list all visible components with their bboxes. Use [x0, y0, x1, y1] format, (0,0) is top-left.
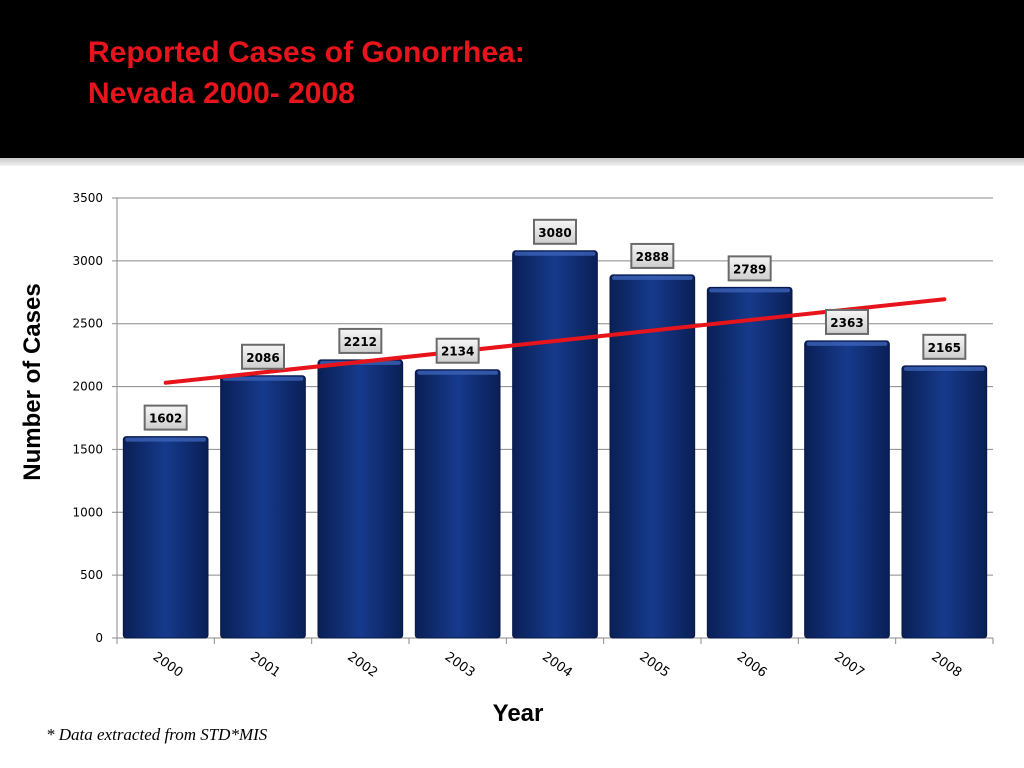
- bar-highlight: [514, 251, 596, 256]
- x-axis-title: Year: [492, 700, 544, 727]
- y-tick-label: 3000: [72, 254, 103, 268]
- data-label-box: [340, 329, 381, 352]
- bar: [512, 250, 598, 639]
- bar-highlight: [903, 366, 985, 371]
- bar: [414, 369, 501, 639]
- bar-highlight: [709, 288, 791, 293]
- trend-line: [163, 297, 947, 385]
- x-tick-label: 2001: [247, 649, 283, 680]
- data-label: 2165: [928, 341, 961, 355]
- bar: [220, 375, 306, 639]
- bar: [706, 286, 793, 639]
- data-label-box: [827, 310, 867, 333]
- data-labels: 1602 2086 2212 2134 3080 2888 2789 2363 2165: [143, 218, 967, 431]
- y-tick-label: 1500: [72, 442, 103, 456]
- bar-highlight: [417, 370, 499, 375]
- bar: [609, 274, 696, 639]
- bar-highlight: [806, 341, 888, 346]
- data-label-box: [924, 335, 965, 358]
- bar-highlight: [611, 275, 693, 280]
- x-tick-label: 2008: [928, 649, 964, 680]
- data-label-box: [145, 406, 186, 429]
- bar-highlight: [222, 376, 304, 381]
- y-axis-title: Number of Cases: [19, 283, 46, 481]
- data-label: 2888: [636, 250, 669, 264]
- data-label-box: [243, 345, 283, 368]
- title-line-1: Reported Cases of Gonorrhea:: [88, 36, 525, 69]
- y-tick-label: 3500: [72, 191, 103, 205]
- bar: [122, 436, 209, 639]
- data-label: 2086: [246, 351, 279, 365]
- y-tick-label: 500: [80, 568, 103, 582]
- bar: [317, 359, 404, 639]
- slide-header: [0, 0, 1024, 158]
- x-tick-label: 2002: [344, 649, 380, 680]
- data-label-box: [729, 257, 770, 280]
- y-tick-label: 2500: [72, 317, 103, 331]
- y-tick-label: 0: [95, 631, 103, 645]
- y-tick-label: 2000: [72, 380, 103, 394]
- data-label-box: [632, 244, 673, 267]
- data-label: 2363: [830, 316, 863, 330]
- x-tick-label: 2003: [442, 649, 478, 680]
- header-divider: [0, 158, 1024, 166]
- x-tick-label: 2004: [539, 649, 575, 680]
- data-label: 2212: [344, 335, 377, 349]
- x-tick-label: 2005: [636, 649, 672, 680]
- bar: [901, 365, 988, 639]
- x-tick-label: 2000: [150, 649, 186, 680]
- bar-highlight: [125, 437, 207, 442]
- bar: [804, 340, 890, 639]
- data-label: 2789: [733, 262, 766, 276]
- trendline: [163, 297, 947, 385]
- slide-title: Reported Cases of Gonorrhea: Nevada 2000…: [88, 32, 525, 114]
- x-tick-label: 2007: [831, 649, 867, 680]
- data-label: 1602: [149, 412, 182, 426]
- data-label-box: [437, 339, 478, 362]
- bars: [122, 250, 988, 639]
- footnote: * Data extracted from STD*MIS: [46, 725, 268, 744]
- data-label-box: [535, 220, 575, 243]
- title-line-2: Nevada 2000- 2008: [88, 77, 355, 110]
- data-label: 2134: [441, 345, 474, 359]
- data-label: 3080: [538, 226, 571, 240]
- y-tick-label: 1000: [72, 505, 103, 519]
- x-tick-label: 2006: [734, 649, 770, 680]
